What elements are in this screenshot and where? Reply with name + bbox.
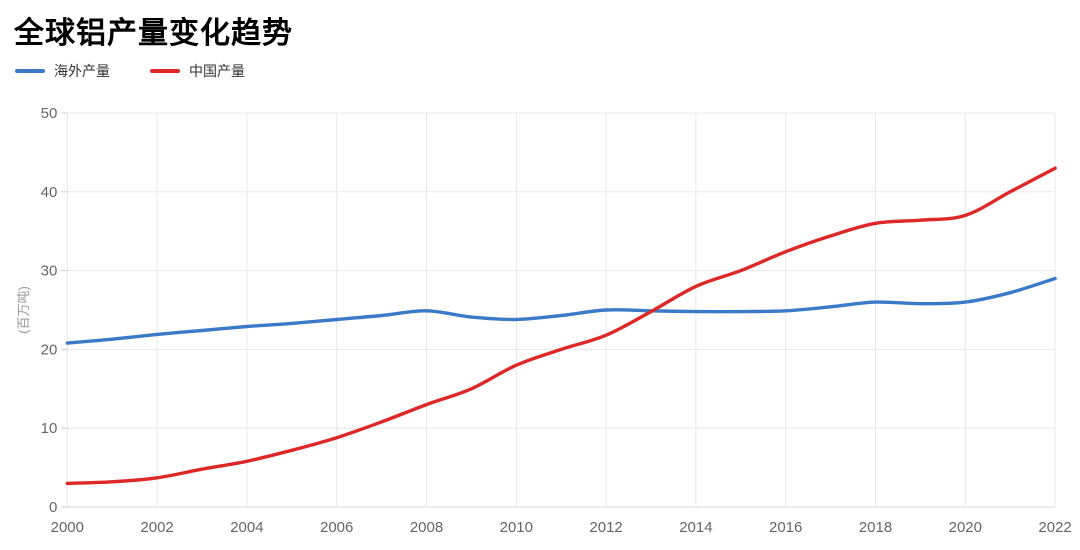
y-axis-tick-label: 40 <box>41 184 58 201</box>
legend: 海外产量 中国产量 <box>15 61 245 81</box>
x-axis-tick-label: 2000 <box>51 519 84 536</box>
legend-label-overseas: 海外产量 <box>54 63 110 79</box>
y-axis-tick-label: 10 <box>41 420 58 437</box>
y-axis-unit-label: (百万吨) <box>16 286 31 334</box>
x-axis-tick-label: 2022 <box>1038 519 1071 536</box>
chart-title: 全球铝产量变化趋势 <box>14 17 293 50</box>
x-axis-tick-label: 2020 <box>949 519 982 536</box>
legend-label-china: 中国产量 <box>189 63 245 79</box>
legend-line-swatch-overseas <box>15 69 45 73</box>
y-axis-tick-label: 0 <box>49 499 57 516</box>
line-series-china <box>65 166 1057 486</box>
legend-line-swatch-china <box>150 69 180 73</box>
x-axis-tick-label: 2010 <box>500 519 533 536</box>
y-axis-tick-label: 30 <box>41 263 58 280</box>
line-series-overseas <box>65 276 1057 345</box>
y-axis-tick-label: 50 <box>41 105 58 122</box>
x-axis-tick-label: 2012 <box>589 519 622 536</box>
x-axis-tick-label: 2004 <box>230 519 263 536</box>
x-axis-tick-label: 2016 <box>769 519 802 536</box>
x-axis-tick-label: 2014 <box>679 519 712 536</box>
x-axis-tick-label: 2006 <box>320 519 353 536</box>
x-axis-tick-label: 2018 <box>859 519 892 536</box>
y-axis-tick-label: 20 <box>41 341 58 358</box>
x-axis-tick-label: 2008 <box>410 519 443 536</box>
legend-item-china[interactable]: 中国产量 <box>150 61 245 81</box>
legend-item-overseas[interactable]: 海外产量 <box>15 61 110 81</box>
x-axis-tick-label: 2002 <box>140 519 173 536</box>
